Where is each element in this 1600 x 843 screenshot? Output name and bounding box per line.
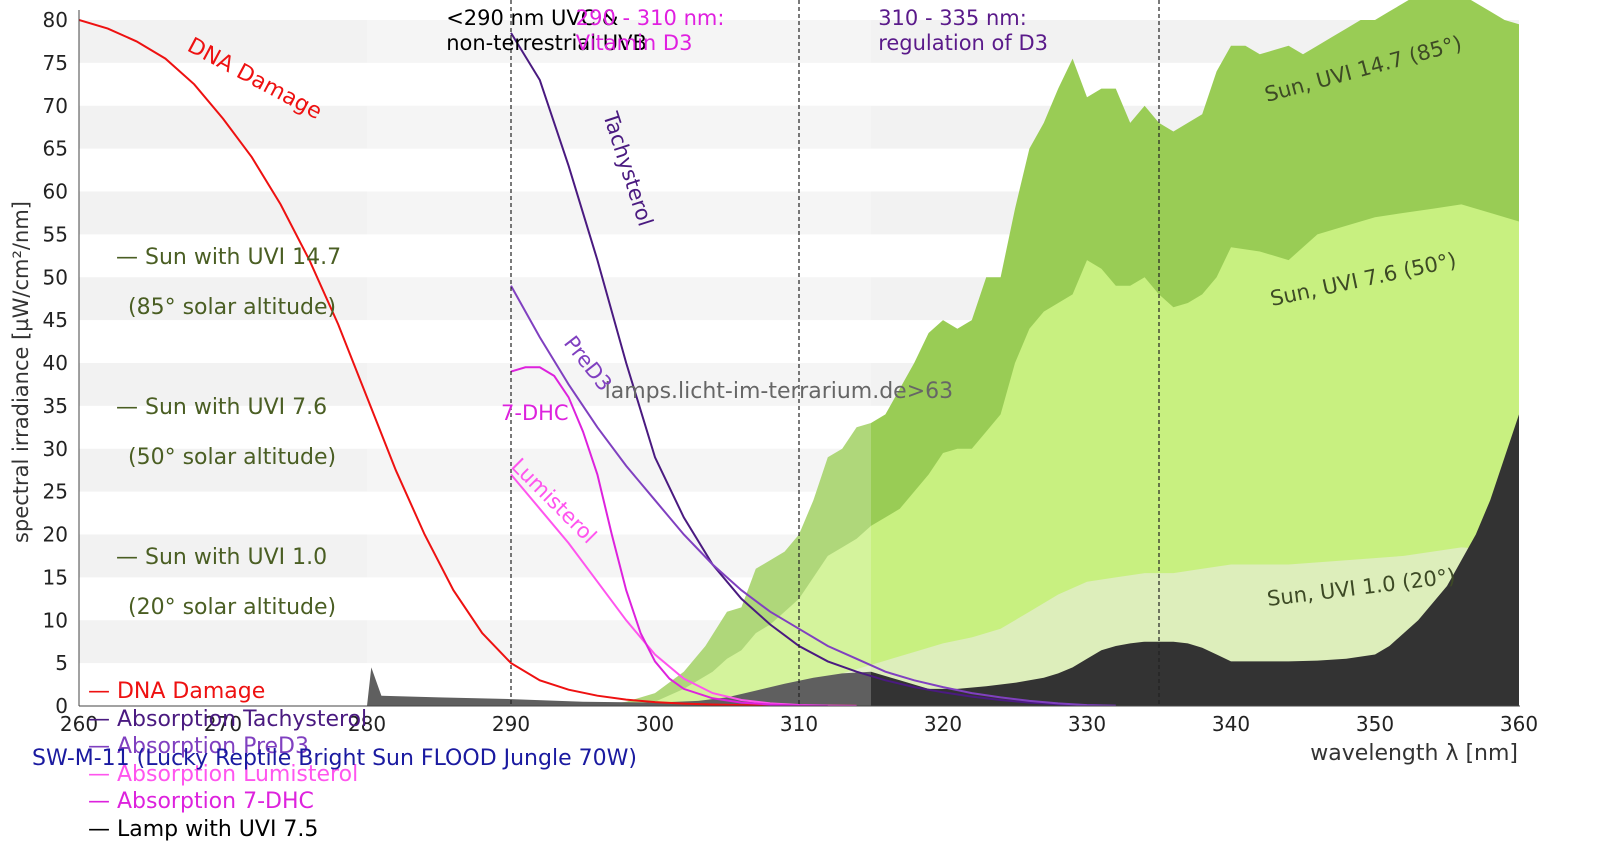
legend-item-tachysterol: — Absorption Tachysterol	[88, 706, 367, 734]
y-tick-label: 80	[43, 8, 68, 32]
x-tick-label: 290	[492, 712, 530, 736]
y-tick-label: 40	[43, 351, 68, 375]
x-tick-label: 350	[1356, 712, 1394, 736]
legend-item-sun-uvi-7-6: — Sun with UVI 7.6 (50° solar altitude)	[88, 370, 367, 520]
chart-title: SW-M-11 (Lucky Reptile Bright Sun FLOOD …	[32, 746, 637, 771]
y-axis-title: spectral irradiance [µW/cm²/nm]	[9, 201, 33, 543]
legend-item-lamp: — Lamp with UVI 7.5	[88, 816, 367, 843]
y-tick-label: 20	[43, 523, 68, 547]
y-tick-label: 25	[43, 480, 68, 504]
region-label-regulation-d3-line1: 310 - 335 nm:	[878, 6, 1027, 30]
y-tick-label: 5	[55, 651, 68, 675]
legend-sublabel: (85° solar altitude)	[88, 295, 367, 320]
region-label-regulation-d3-line2: regulation of D3	[878, 31, 1048, 55]
legend-label: — Sun with UVI 14.7	[116, 245, 341, 270]
y-tick-label: 65	[43, 137, 68, 161]
y-tick-label: 50	[43, 265, 68, 289]
region-label-vitamin-d3-line2: Vitamin D3	[576, 31, 693, 55]
x-tick-label: 340	[1212, 712, 1250, 736]
legend-label: — Sun with UVI 1.0	[116, 545, 327, 570]
y-tick-label: 35	[43, 394, 68, 418]
legend-label: — Sun with UVI 7.6	[116, 395, 327, 420]
legend-item-sun-uvi-1-0: — Sun with UVI 1.0 (20° solar altitude)	[88, 520, 367, 670]
x-tick-label: 360	[1500, 712, 1538, 736]
watermark: lamps.licht-im-terrarium.de>63	[605, 379, 954, 404]
region-label-vitamin-d3-line1: 290 - 310 nm:	[576, 6, 725, 30]
curve-label-7-dhc: 7-DHC	[501, 401, 569, 425]
x-tick-label: 320	[924, 712, 962, 736]
legend-item-sun-uvi-14-7: — Sun with UVI 14.7 (85° solar altitude)	[88, 220, 367, 370]
x-tick-label: 330	[1068, 712, 1106, 736]
y-tick-label: 10	[43, 608, 68, 632]
y-tick-label: 15	[43, 565, 68, 589]
y-tick-label: 75	[43, 51, 68, 75]
legend-item-7-dhc: — Absorption 7-DHC	[88, 788, 367, 816]
x-tick-label: 310	[780, 712, 818, 736]
y-tick-label: 55	[43, 222, 68, 246]
x-tick-label: 300	[636, 712, 674, 736]
x-axis-title: wavelength λ [nm]	[1310, 741, 1518, 766]
legend-sublabel: (20° solar altitude)	[88, 595, 367, 620]
y-tick-label: 30	[43, 437, 68, 461]
y-tick-label: 70	[43, 94, 68, 118]
y-tick-label: 45	[43, 308, 68, 332]
y-tick-label: 60	[43, 180, 68, 204]
legend-sublabel: (50° solar altitude)	[88, 445, 367, 470]
legend-item-dna-damage: — DNA Damage	[88, 678, 367, 706]
